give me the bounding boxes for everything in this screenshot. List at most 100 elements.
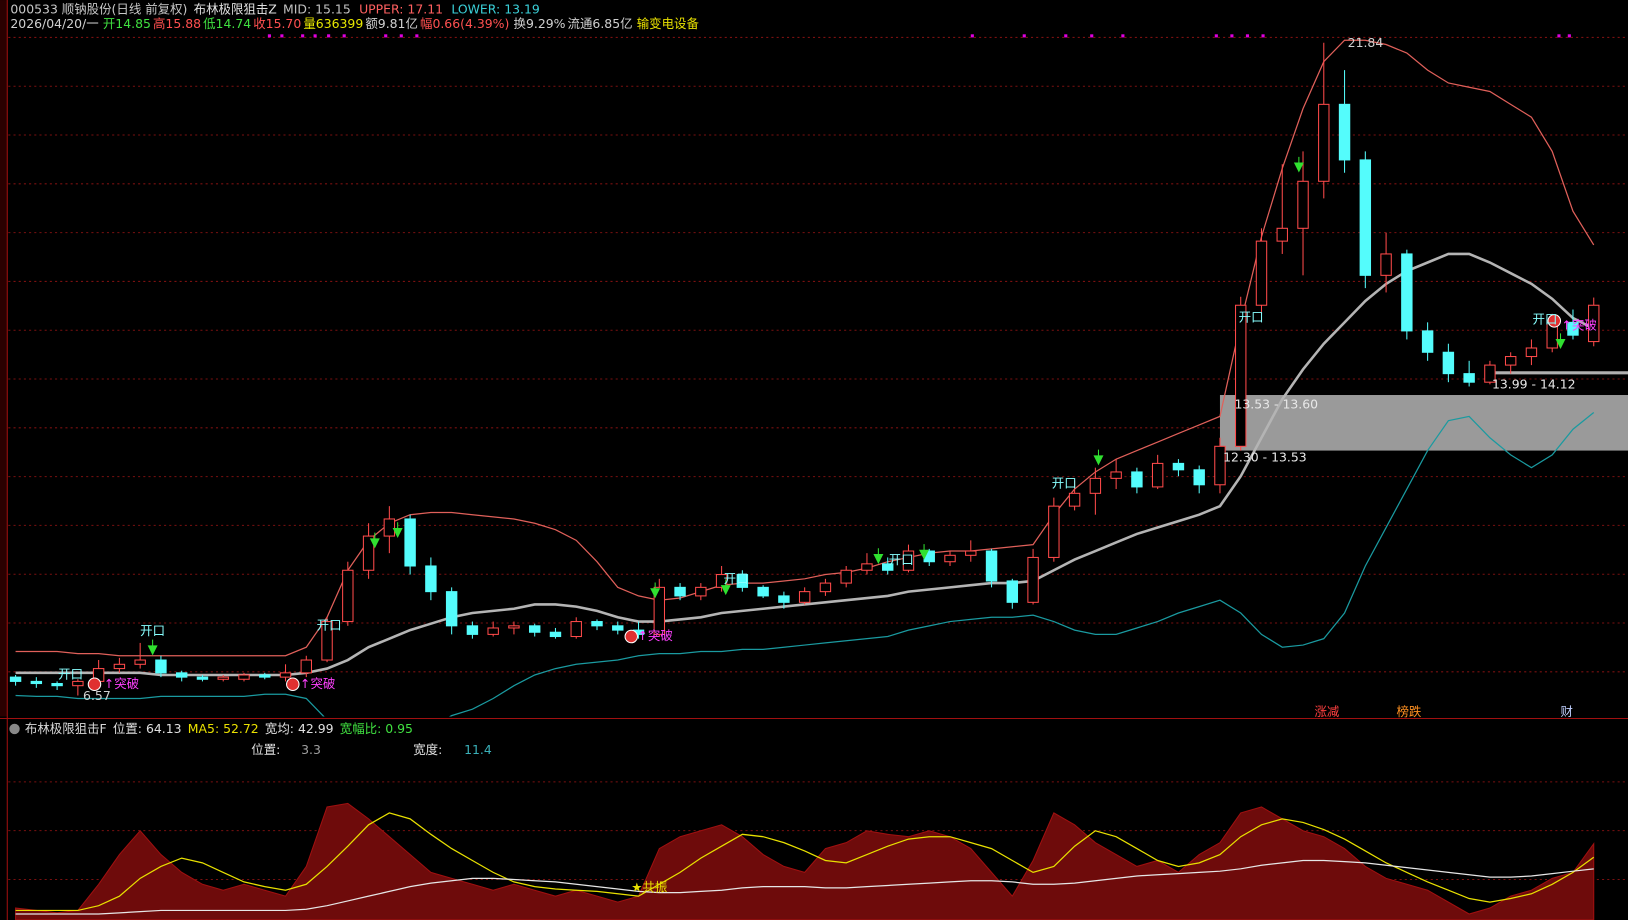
band-line [15,412,1595,717]
width2-value: 11.4 [464,742,492,757]
breakout-icon [624,629,639,644]
buy-arrow [720,579,731,596]
candle-body [217,676,229,680]
annotation: 开口 [889,552,914,567]
lower-header: 布林极限狙击F 位置: 64.13 MA5: 52.72 宽均: 42.99 宽幅比: … [25,720,413,735]
annotation: 开口 [140,623,165,638]
side-tabs[interactable] [0,0,8,717]
annotation: 6.57 [83,688,111,703]
annotation: ↑突破 [104,676,139,691]
band-line [15,39,1595,657]
amount: 额9.81亿 [365,15,418,30]
candle-body [1504,356,1517,366]
candle-body [591,621,603,627]
buy-arrow [650,582,661,599]
header-line-1: 000533 顺钠股份(日线 前复权) 布林极限狙击Z MID: 15.15 UPPE… [10,1,540,16]
header-line-2: 2026/04/20/一 开14.85 高15.88 低14.74 收15.70 量636… [10,15,699,30]
pos2-label: 位置: [251,742,280,757]
candle-body [1588,304,1600,343]
signal-dot [327,34,331,38]
candle-body [1318,103,1330,182]
buy-arrow [873,548,884,564]
candle-body [1214,445,1226,486]
buy-arrow [147,639,158,656]
candle-body [1359,159,1372,276]
signal-dot [280,34,284,38]
annotation: ↑突破 [300,676,335,691]
candle-body [715,574,728,588]
candle-body [508,625,520,629]
indicator-line [15,859,1594,915]
candle-body [279,672,292,678]
candle-body [72,680,84,687]
candle-body [259,674,271,678]
candle-body [30,680,43,685]
candle-body [1442,351,1455,375]
float-cap: 流通6.85亿 [568,15,633,30]
price-zone [1219,395,1628,451]
signal-dot [970,34,974,38]
lower-value: LOWER: 13.19 [451,1,540,16]
indicator-plot [15,802,1595,920]
signal-dot [267,34,271,38]
candle-body [1068,492,1081,507]
candle-body [1131,471,1143,488]
candle-body [674,586,686,597]
annotation: 12.30 - 13.53 [1223,449,1307,464]
annotation: 开口 [1239,309,1264,324]
signal-dot [1245,34,1250,38]
candle-body [1193,469,1205,486]
width2-label: 宽度: [413,742,442,757]
signal-dot [1064,34,1068,38]
candle-body [342,569,354,623]
signal-dot [342,34,346,38]
lower-title: 布林极限狙击F [25,720,107,735]
candle-body [1484,364,1496,383]
annotation: 13.53 - 13.60 [1234,396,1318,411]
pos-label: 位置: 64.13 [113,720,182,735]
buy-arrow [1293,156,1304,173]
turnover: 换9.29% [514,15,566,30]
annotation: ↑突破 [637,628,672,643]
candle-body [445,591,458,627]
candle-body [757,586,769,597]
signal-dot [313,34,317,38]
candle-body [1525,347,1538,358]
candle-body [155,659,167,674]
signal-dot [384,34,388,38]
candle-body [798,591,811,603]
candle-body [1027,556,1039,603]
signal-dot [1090,34,1094,38]
resonance-label: ★共振 [631,879,667,894]
candle-body [321,621,333,661]
candle-body [840,569,852,584]
candle-body [1048,505,1060,558]
candle-body [9,676,22,682]
candle-body [653,586,666,635]
annotation: 开口 [1532,311,1557,326]
candle-body [944,554,956,563]
signal-dot [1261,34,1265,38]
annotation: 开口 [1052,475,1077,490]
candle-body [861,563,873,571]
panel-icon[interactable] [9,723,20,735]
candle-body [1297,180,1309,229]
candle-body [778,595,790,603]
candle-body [425,565,437,593]
ma5-label: MA5: 52.72 [188,720,259,735]
candle-body [1110,471,1122,479]
candle-body [1255,240,1268,306]
candle-body [1172,462,1185,471]
breakout-icon [1547,314,1562,328]
volume: 量636399 [303,15,363,30]
candle-body [819,582,832,593]
upper-value: UPPER: 17.11 [359,1,443,16]
signal-dot [1214,34,1218,38]
candle-body [882,563,894,571]
signal-dot [1022,34,1026,38]
candle-body [902,550,915,571]
signal-dot [415,34,419,38]
candle-body [466,625,479,635]
